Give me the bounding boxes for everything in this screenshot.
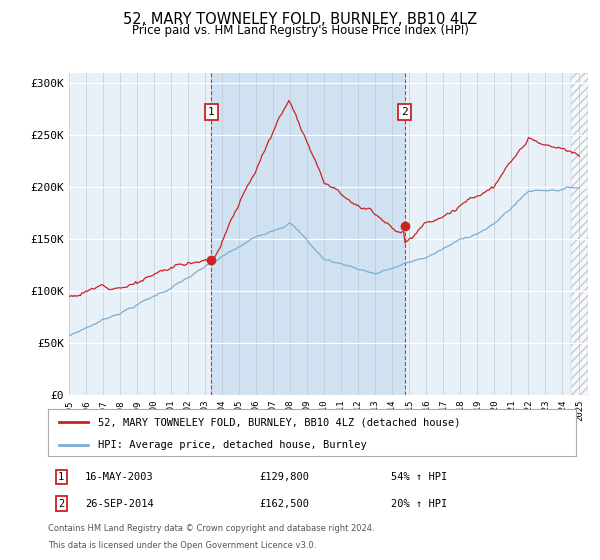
Text: 20% ↑ HPI: 20% ↑ HPI: [391, 498, 448, 508]
Text: £162,500: £162,500: [259, 498, 309, 508]
Text: Price paid vs. HM Land Registry's House Price Index (HPI): Price paid vs. HM Land Registry's House …: [131, 24, 469, 36]
Text: This data is licensed under the Open Government Licence v3.0.: This data is licensed under the Open Gov…: [48, 540, 316, 550]
Text: HPI: Average price, detached house, Burnley: HPI: Average price, detached house, Burn…: [98, 440, 367, 450]
Text: 52, MARY TOWNELEY FOLD, BURNLEY, BB10 4LZ (detached house): 52, MARY TOWNELEY FOLD, BURNLEY, BB10 4L…: [98, 417, 461, 427]
Bar: [571, 73, 588, 395]
Text: 2: 2: [401, 108, 408, 117]
Text: 52, MARY TOWNELEY FOLD, BURNLEY, BB10 4LZ: 52, MARY TOWNELEY FOLD, BURNLEY, BB10 4L…: [123, 12, 477, 27]
Text: Contains HM Land Registry data © Crown copyright and database right 2024.: Contains HM Land Registry data © Crown c…: [48, 524, 374, 533]
Bar: [211, 73, 405, 395]
Text: £129,800: £129,800: [259, 472, 309, 482]
Text: 1: 1: [58, 472, 64, 482]
Text: 1: 1: [208, 108, 215, 117]
Text: 54% ↑ HPI: 54% ↑ HPI: [391, 472, 448, 482]
Text: 26-SEP-2014: 26-SEP-2014: [85, 498, 154, 508]
Text: 16-MAY-2003: 16-MAY-2003: [85, 472, 154, 482]
Text: 2: 2: [58, 498, 64, 508]
